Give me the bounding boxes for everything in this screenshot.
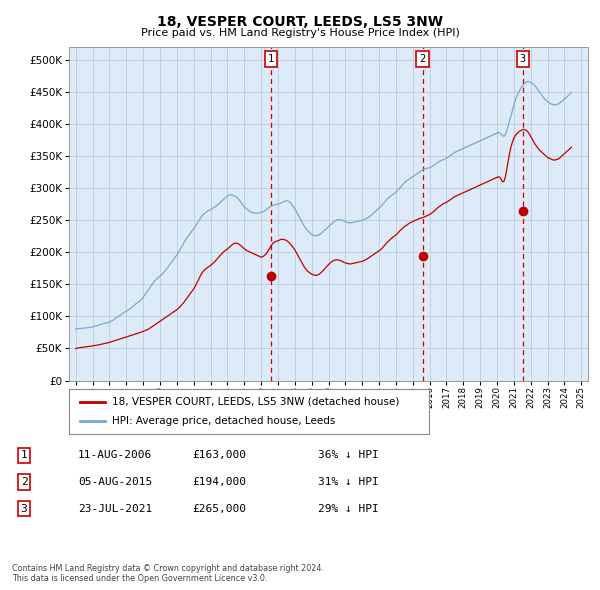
- Text: 3: 3: [20, 504, 28, 513]
- Text: 1: 1: [20, 451, 28, 460]
- Text: 2: 2: [419, 54, 425, 64]
- Text: £194,000: £194,000: [192, 477, 246, 487]
- Text: £163,000: £163,000: [192, 451, 246, 460]
- Text: 23-JUL-2021: 23-JUL-2021: [78, 504, 152, 513]
- Text: HPI: Average price, detached house, Leeds: HPI: Average price, detached house, Leed…: [112, 417, 335, 426]
- Text: 1: 1: [268, 54, 274, 64]
- Text: 3: 3: [520, 54, 526, 64]
- Text: £265,000: £265,000: [192, 504, 246, 513]
- Text: Contains HM Land Registry data © Crown copyright and database right 2024.
This d: Contains HM Land Registry data © Crown c…: [12, 563, 324, 583]
- FancyBboxPatch shape: [69, 389, 429, 434]
- Text: 36% ↓ HPI: 36% ↓ HPI: [318, 451, 379, 460]
- Text: 18, VESPER COURT, LEEDS, LS5 3NW: 18, VESPER COURT, LEEDS, LS5 3NW: [157, 15, 443, 29]
- Text: Price paid vs. HM Land Registry's House Price Index (HPI): Price paid vs. HM Land Registry's House …: [140, 28, 460, 38]
- Text: 05-AUG-2015: 05-AUG-2015: [78, 477, 152, 487]
- Text: 11-AUG-2006: 11-AUG-2006: [78, 451, 152, 460]
- Text: 31% ↓ HPI: 31% ↓ HPI: [318, 477, 379, 487]
- Text: 29% ↓ HPI: 29% ↓ HPI: [318, 504, 379, 513]
- Text: 2: 2: [20, 477, 28, 487]
- Text: 18, VESPER COURT, LEEDS, LS5 3NW (detached house): 18, VESPER COURT, LEEDS, LS5 3NW (detach…: [112, 397, 400, 407]
